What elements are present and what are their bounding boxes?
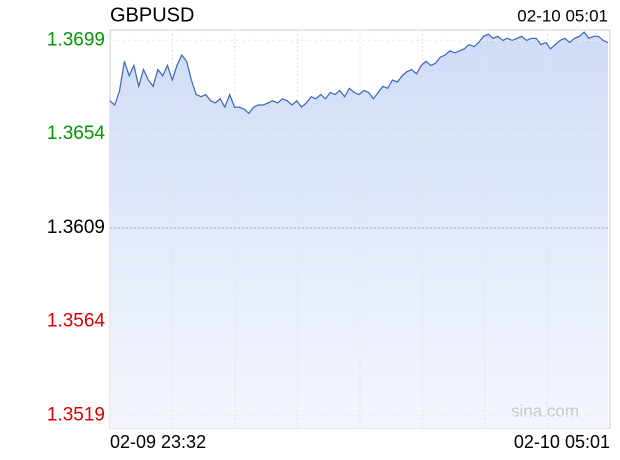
watermark: sina.com [511, 401, 579, 420]
y-tick-label: 1.3519 [47, 405, 105, 426]
y-tick-label: 1.3564 [47, 311, 106, 332]
timestamp: 02-10 05:01 [517, 6, 608, 25]
chart-title: GBPUSD [110, 4, 194, 26]
y-tick-label: 1.3699 [47, 29, 105, 50]
y-tick-label: 1.3609 [47, 217, 105, 238]
x-tick-label: 02-09 23:32 [110, 432, 206, 452]
price-line [109, 31, 609, 115]
x-tick-label: 02-10 05:01 [514, 432, 610, 452]
y-tick-label: 1.3654 [47, 123, 106, 144]
